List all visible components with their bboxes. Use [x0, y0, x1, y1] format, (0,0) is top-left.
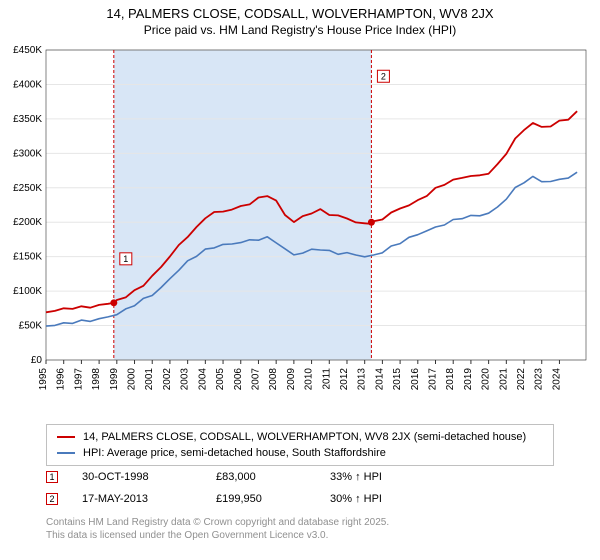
- svg-text:2001: 2001: [144, 368, 155, 391]
- svg-text:2000: 2000: [127, 368, 138, 391]
- svg-text:1999: 1999: [109, 368, 120, 391]
- footer-line2: This data is licensed under the Open Gov…: [46, 529, 554, 542]
- svg-text:2021: 2021: [498, 368, 509, 391]
- svg-text:£50K: £50K: [19, 321, 43, 332]
- legend-item: HPI: Average price, semi-detached house,…: [57, 445, 543, 461]
- svg-text:2020: 2020: [481, 368, 492, 391]
- svg-text:£300K: £300K: [13, 148, 42, 159]
- footer-line1: Contains HM Land Registry data © Crown c…: [46, 516, 554, 529]
- svg-text:2014: 2014: [374, 368, 385, 391]
- svg-text:£200K: £200K: [13, 217, 42, 228]
- legend-swatch: [57, 452, 75, 454]
- svg-text:£400K: £400K: [13, 79, 42, 90]
- svg-text:1997: 1997: [73, 368, 84, 391]
- svg-text:2017: 2017: [428, 368, 439, 391]
- svg-text:2006: 2006: [233, 368, 244, 391]
- chart-title-line1: 14, PALMERS CLOSE, CODSALL, WOLVERHAMPTO…: [0, 0, 600, 21]
- transaction-badge: 1: [46, 471, 58, 483]
- svg-text:2003: 2003: [180, 368, 191, 391]
- transaction-price: £83,000: [216, 471, 306, 483]
- legend-item: 14, PALMERS CLOSE, CODSALL, WOLVERHAMPTO…: [57, 429, 543, 445]
- svg-text:2022: 2022: [516, 368, 527, 391]
- svg-text:2018: 2018: [445, 368, 456, 391]
- svg-text:£250K: £250K: [13, 183, 42, 194]
- chart-area: £0 £50K £100K £150K £200K £250K £300K £350K £400…: [8, 42, 592, 416]
- svg-text:2010: 2010: [304, 368, 315, 391]
- svg-text:1995: 1995: [38, 368, 49, 391]
- svg-text:2016: 2016: [410, 368, 421, 391]
- svg-text:2013: 2013: [357, 368, 368, 391]
- legend: 14, PALMERS CLOSE, CODSALL, WOLVERHAMPTO…: [46, 424, 554, 466]
- legend-swatch: [57, 436, 75, 438]
- svg-text:1998: 1998: [91, 368, 102, 391]
- svg-text:1996: 1996: [56, 368, 67, 391]
- legend-label: 14, PALMERS CLOSE, CODSALL, WOLVERHAMPTO…: [83, 429, 526, 445]
- svg-text:2019: 2019: [463, 368, 474, 391]
- transaction-date: 17-MAY-2013: [82, 493, 192, 505]
- svg-text:2008: 2008: [268, 368, 279, 391]
- svg-text:2007: 2007: [250, 368, 261, 391]
- chart-svg: £0 £50K £100K £150K £200K £250K £300K £350K £400…: [8, 42, 592, 416]
- chart-title-line2: Price paid vs. HM Land Registry's House …: [0, 21, 600, 37]
- transaction-row: 1 30-OCT-1998 £83,000 33% ↑ HPI: [46, 466, 554, 488]
- svg-text:£150K: £150K: [13, 252, 42, 263]
- svg-text:£0: £0: [31, 355, 43, 366]
- svg-text:2023: 2023: [534, 368, 545, 391]
- transactions-table: 1 30-OCT-1998 £83,000 33% ↑ HPI 2 17-MAY-2013…: [46, 466, 554, 510]
- svg-text:2005: 2005: [215, 368, 226, 391]
- svg-text:2012: 2012: [339, 368, 350, 391]
- svg-text:2004: 2004: [197, 368, 208, 391]
- svg-text:2015: 2015: [392, 368, 403, 391]
- svg-text:2011: 2011: [321, 368, 332, 390]
- svg-text:2024: 2024: [551, 368, 562, 391]
- transaction-delta: 30% ↑ HPI: [330, 493, 420, 505]
- transaction-row: 2 17-MAY-2013 £199,950 30% ↑ HPI: [46, 488, 554, 510]
- transaction-delta: 33% ↑ HPI: [330, 471, 420, 483]
- svg-text:2002: 2002: [162, 368, 173, 391]
- transaction-price: £199,950: [216, 493, 306, 505]
- transaction-date: 30-OCT-1998: [82, 471, 192, 483]
- footer-attribution: Contains HM Land Registry data © Crown c…: [46, 516, 554, 542]
- svg-text:£100K: £100K: [13, 286, 42, 297]
- svg-text:£350K: £350K: [13, 114, 42, 125]
- svg-text:2: 2: [381, 71, 386, 81]
- transaction-badge: 2: [46, 493, 58, 505]
- legend-label: HPI: Average price, semi-detached house,…: [83, 445, 386, 461]
- svg-text:£450K: £450K: [13, 45, 42, 56]
- svg-text:1: 1: [123, 254, 128, 264]
- svg-text:2009: 2009: [286, 368, 297, 391]
